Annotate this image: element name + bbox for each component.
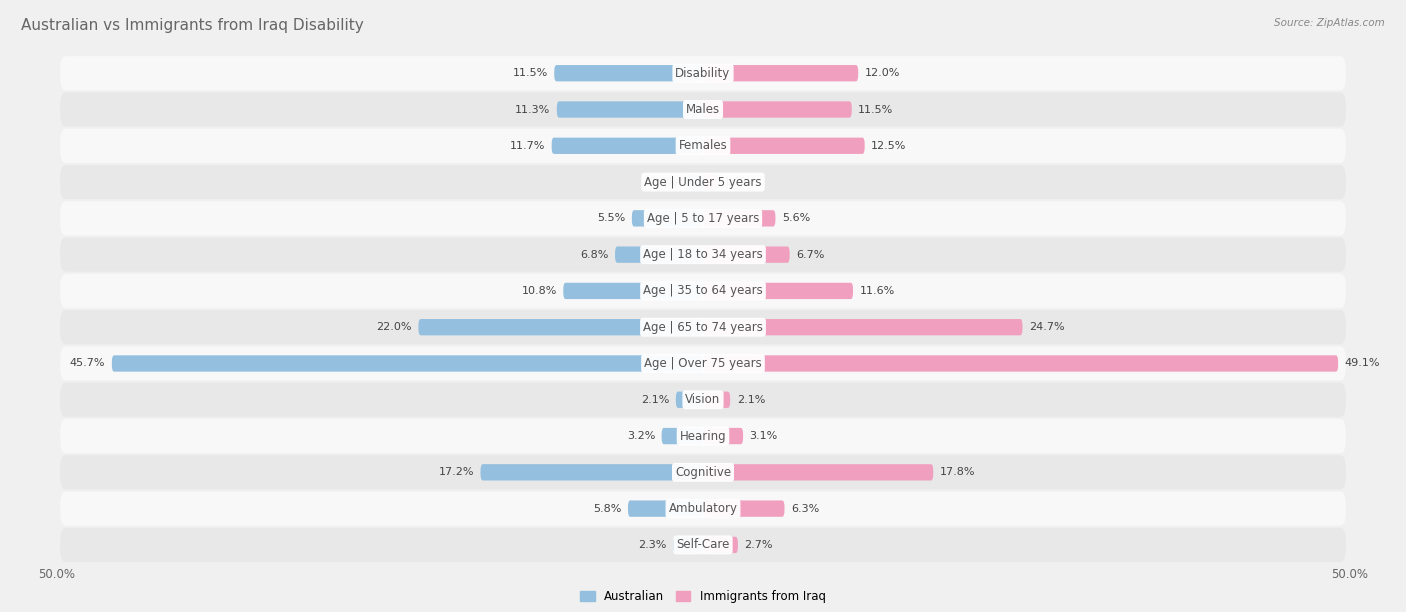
- FancyBboxPatch shape: [557, 102, 703, 118]
- Text: 45.7%: 45.7%: [70, 359, 105, 368]
- Text: 6.7%: 6.7%: [796, 250, 824, 259]
- Text: 11.3%: 11.3%: [515, 105, 550, 114]
- Text: Vision: Vision: [685, 394, 721, 406]
- FancyBboxPatch shape: [662, 428, 703, 444]
- Text: Cognitive: Cognitive: [675, 466, 731, 479]
- Text: Age | 35 to 64 years: Age | 35 to 64 years: [643, 285, 763, 297]
- Text: Self-Care: Self-Care: [676, 539, 730, 551]
- FancyBboxPatch shape: [60, 419, 1346, 453]
- FancyBboxPatch shape: [614, 247, 703, 263]
- FancyBboxPatch shape: [685, 174, 703, 190]
- FancyBboxPatch shape: [703, 464, 934, 480]
- Text: 2.3%: 2.3%: [638, 540, 666, 550]
- Text: 11.5%: 11.5%: [513, 68, 548, 78]
- FancyBboxPatch shape: [631, 210, 703, 226]
- Text: Source: ZipAtlas.com: Source: ZipAtlas.com: [1274, 18, 1385, 28]
- FancyBboxPatch shape: [703, 319, 1022, 335]
- Text: 5.6%: 5.6%: [782, 214, 810, 223]
- FancyBboxPatch shape: [60, 56, 1346, 91]
- FancyBboxPatch shape: [564, 283, 703, 299]
- Text: 2.1%: 2.1%: [737, 395, 765, 405]
- FancyBboxPatch shape: [112, 356, 703, 371]
- Text: Age | Under 5 years: Age | Under 5 years: [644, 176, 762, 188]
- FancyBboxPatch shape: [703, 356, 1339, 371]
- Text: Australian vs Immigrants from Iraq Disability: Australian vs Immigrants from Iraq Disab…: [21, 18, 364, 34]
- Text: 6.8%: 6.8%: [581, 250, 609, 259]
- FancyBboxPatch shape: [703, 102, 852, 118]
- Text: 6.3%: 6.3%: [792, 504, 820, 513]
- Text: 11.6%: 11.6%: [859, 286, 894, 296]
- Text: 11.5%: 11.5%: [858, 105, 893, 114]
- Text: 11.7%: 11.7%: [510, 141, 546, 151]
- FancyBboxPatch shape: [60, 455, 1346, 490]
- Text: Ambulatory: Ambulatory: [668, 502, 738, 515]
- Text: Disability: Disability: [675, 67, 731, 80]
- FancyBboxPatch shape: [703, 537, 738, 553]
- Text: 22.0%: 22.0%: [377, 322, 412, 332]
- FancyBboxPatch shape: [60, 346, 1346, 381]
- Text: Age | 18 to 34 years: Age | 18 to 34 years: [643, 248, 763, 261]
- FancyBboxPatch shape: [703, 138, 865, 154]
- Text: 49.1%: 49.1%: [1344, 359, 1381, 368]
- FancyBboxPatch shape: [703, 392, 730, 408]
- FancyBboxPatch shape: [60, 92, 1346, 127]
- FancyBboxPatch shape: [703, 428, 744, 444]
- Text: 2.1%: 2.1%: [641, 395, 669, 405]
- Text: 3.1%: 3.1%: [749, 431, 778, 441]
- FancyBboxPatch shape: [703, 247, 790, 263]
- Legend: Australian, Immigrants from Iraq: Australian, Immigrants from Iraq: [581, 590, 825, 603]
- FancyBboxPatch shape: [676, 392, 703, 408]
- Text: 3.2%: 3.2%: [627, 431, 655, 441]
- Text: 17.8%: 17.8%: [939, 468, 976, 477]
- Text: 1.1%: 1.1%: [724, 177, 752, 187]
- FancyBboxPatch shape: [628, 501, 703, 517]
- FancyBboxPatch shape: [703, 65, 858, 81]
- FancyBboxPatch shape: [60, 165, 1346, 199]
- FancyBboxPatch shape: [481, 464, 703, 480]
- Text: 12.0%: 12.0%: [865, 68, 900, 78]
- Text: 17.2%: 17.2%: [439, 468, 474, 477]
- FancyBboxPatch shape: [60, 528, 1346, 562]
- Text: Age | 5 to 17 years: Age | 5 to 17 years: [647, 212, 759, 225]
- Text: Males: Males: [686, 103, 720, 116]
- FancyBboxPatch shape: [703, 210, 776, 226]
- Text: 5.5%: 5.5%: [598, 214, 626, 223]
- FancyBboxPatch shape: [703, 501, 785, 517]
- FancyBboxPatch shape: [60, 382, 1346, 417]
- Text: Hearing: Hearing: [679, 430, 727, 442]
- Text: 5.8%: 5.8%: [593, 504, 621, 513]
- FancyBboxPatch shape: [60, 129, 1346, 163]
- FancyBboxPatch shape: [703, 174, 717, 190]
- FancyBboxPatch shape: [703, 283, 853, 299]
- FancyBboxPatch shape: [419, 319, 703, 335]
- Text: Females: Females: [679, 140, 727, 152]
- Text: 10.8%: 10.8%: [522, 286, 557, 296]
- FancyBboxPatch shape: [60, 491, 1346, 526]
- FancyBboxPatch shape: [673, 537, 703, 553]
- Text: 1.4%: 1.4%: [650, 177, 679, 187]
- FancyBboxPatch shape: [60, 274, 1346, 308]
- Text: Age | Over 75 years: Age | Over 75 years: [644, 357, 762, 370]
- FancyBboxPatch shape: [551, 138, 703, 154]
- FancyBboxPatch shape: [60, 310, 1346, 345]
- FancyBboxPatch shape: [60, 201, 1346, 236]
- Text: 12.5%: 12.5%: [872, 141, 907, 151]
- Text: 24.7%: 24.7%: [1029, 322, 1064, 332]
- FancyBboxPatch shape: [554, 65, 703, 81]
- FancyBboxPatch shape: [60, 237, 1346, 272]
- Text: 2.7%: 2.7%: [744, 540, 773, 550]
- Text: Age | 65 to 74 years: Age | 65 to 74 years: [643, 321, 763, 334]
